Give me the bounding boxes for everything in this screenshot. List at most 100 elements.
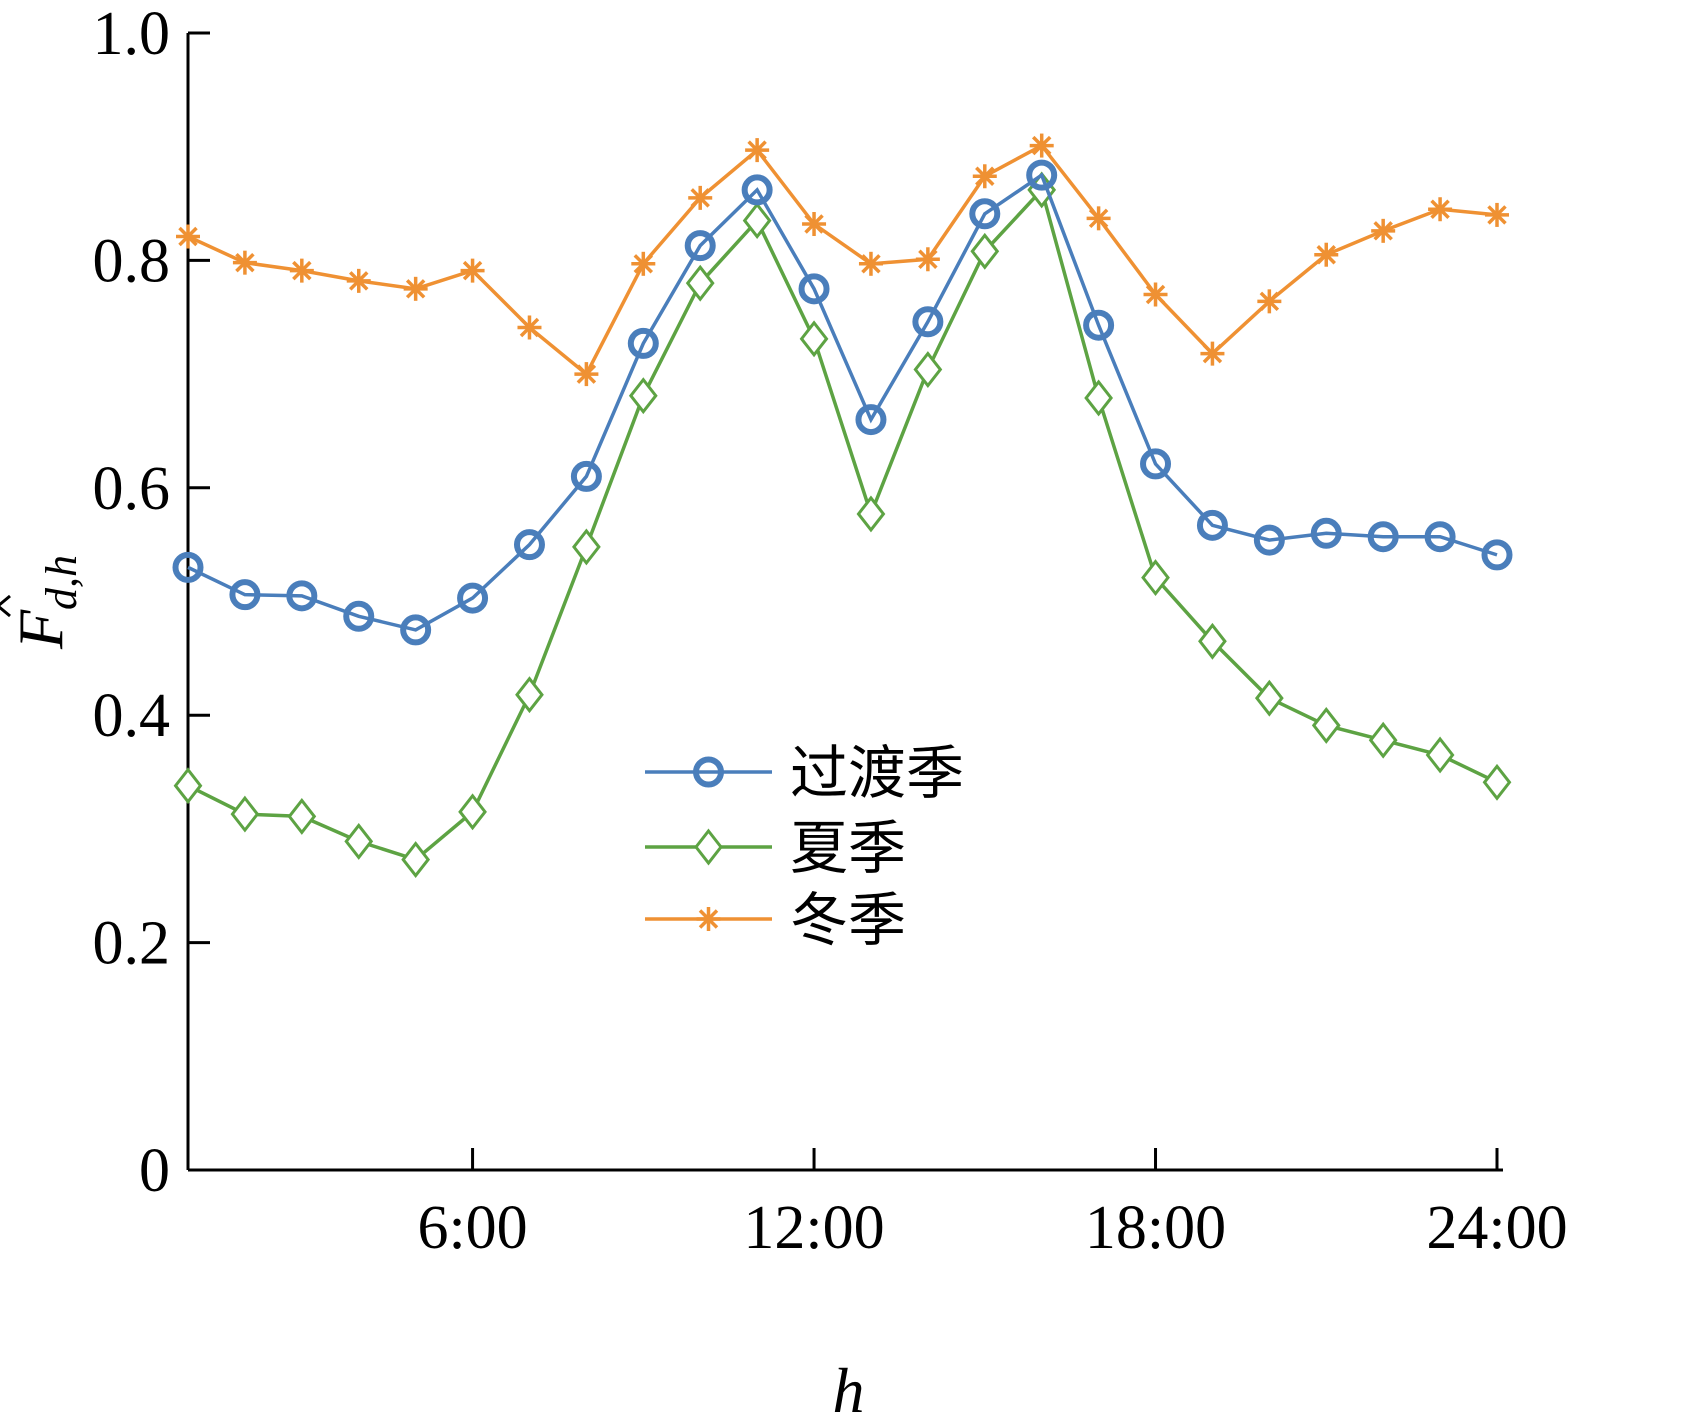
data-point — [343, 600, 375, 632]
data-point — [513, 529, 545, 561]
data-point — [628, 377, 658, 415]
data-point — [1086, 206, 1111, 231]
data-point — [574, 362, 599, 387]
y-tick-label: 1.0 — [93, 0, 171, 68]
data-point — [798, 273, 830, 305]
y-axis-label-subscript: d,h — [37, 555, 86, 610]
data-point — [858, 251, 883, 276]
y-ticks: 0 0.2 0.4 0.6 0.8 1.0 — [93, 0, 210, 1205]
data-point — [631, 251, 656, 276]
data-point — [1254, 679, 1284, 717]
data-point — [289, 258, 314, 283]
data-point — [1253, 524, 1285, 556]
data-point — [1314, 242, 1339, 267]
y-tick-label: 0.2 — [93, 910, 171, 978]
data-point — [1198, 622, 1227, 660]
data-point — [742, 202, 772, 240]
data-point — [1200, 341, 1225, 366]
legend-label: 冬季 — [790, 886, 906, 954]
data-point — [1424, 521, 1456, 553]
data-point — [741, 174, 773, 206]
y-axis-label-hat — [0, 594, 11, 618]
data-point — [685, 264, 715, 302]
y-tick-label: 0 — [139, 1137, 170, 1205]
data-point — [1481, 539, 1513, 571]
data-point — [344, 822, 374, 860]
data-point — [515, 676, 544, 714]
data-point — [799, 320, 829, 358]
data-point — [970, 232, 1000, 270]
x-tick-label: 18:00 — [1085, 1194, 1226, 1262]
data-point — [172, 551, 204, 583]
data-point — [458, 793, 487, 831]
data-point — [1425, 736, 1455, 774]
legend-item: 冬季 — [645, 886, 906, 954]
data-point — [1311, 706, 1341, 744]
x-axis-label: h — [833, 1355, 865, 1426]
data-point — [287, 797, 317, 835]
y-tick-label: 0.8 — [93, 227, 171, 295]
y-axis-label-text: Fd,h — [5, 555, 86, 650]
data-point — [403, 276, 428, 301]
data-point — [457, 582, 489, 614]
legend-item: 过渡季 — [645, 739, 964, 807]
data-point — [1140, 448, 1172, 480]
data-point — [972, 164, 997, 189]
data-point — [1141, 559, 1170, 597]
data-point — [400, 614, 432, 646]
legend-label: 过渡季 — [790, 739, 964, 807]
data-point — [912, 306, 944, 338]
series-layer — [172, 133, 1513, 879]
data-point — [173, 767, 203, 805]
data-point — [1026, 159, 1058, 191]
data-point — [627, 327, 659, 359]
data-point — [684, 230, 716, 262]
y-tick-label: 0.4 — [93, 682, 171, 750]
data-point — [1310, 517, 1342, 549]
data-point — [802, 212, 827, 237]
data-point — [1371, 218, 1396, 243]
legend-marker — [693, 756, 724, 788]
legend-marker — [694, 828, 723, 866]
y-axis-label-main: F — [5, 609, 76, 650]
data-point — [460, 258, 485, 283]
data-point — [1368, 721, 1398, 759]
y-tick-label: 0.6 — [93, 455, 171, 523]
data-point — [517, 315, 542, 340]
legend-label: 夏季 — [790, 814, 906, 882]
data-point — [229, 579, 261, 611]
data-point — [286, 580, 318, 612]
data-point — [176, 224, 200, 249]
data-point — [1196, 509, 1228, 541]
data-point — [1485, 202, 1509, 227]
data-point — [1084, 379, 1113, 417]
data-point — [913, 351, 943, 388]
data-point — [572, 528, 601, 566]
data-point — [855, 404, 887, 436]
x-ticks: 6:00 12:00 18:00 24:00 — [417, 1148, 1568, 1262]
data-point — [1367, 521, 1399, 553]
data-point — [969, 198, 1001, 230]
axes: 0 0.2 0.4 0.6 0.8 1.0 6:00 12:00 18:00 24:00 — [93, 0, 1568, 1262]
data-point — [232, 250, 257, 275]
data-point — [856, 495, 886, 533]
data-point — [1482, 763, 1512, 801]
data-point — [570, 460, 602, 492]
x-tick-label: 6:00 — [417, 1194, 527, 1262]
data-point — [1257, 289, 1282, 314]
series-line — [187, 143, 1498, 377]
data-point — [915, 247, 940, 272]
legend-item: 夏季 — [645, 814, 906, 882]
series-diamond — [173, 171, 1512, 879]
series-star — [176, 133, 1509, 387]
data-point — [1143, 282, 1168, 307]
data-point — [230, 795, 260, 833]
data-point — [745, 138, 770, 163]
data-point — [688, 185, 713, 210]
series-circle — [172, 159, 1513, 646]
data-point — [1029, 133, 1054, 158]
x-tick-label: 24:00 — [1426, 1194, 1567, 1262]
x-tick-label: 12:00 — [743, 1194, 884, 1262]
